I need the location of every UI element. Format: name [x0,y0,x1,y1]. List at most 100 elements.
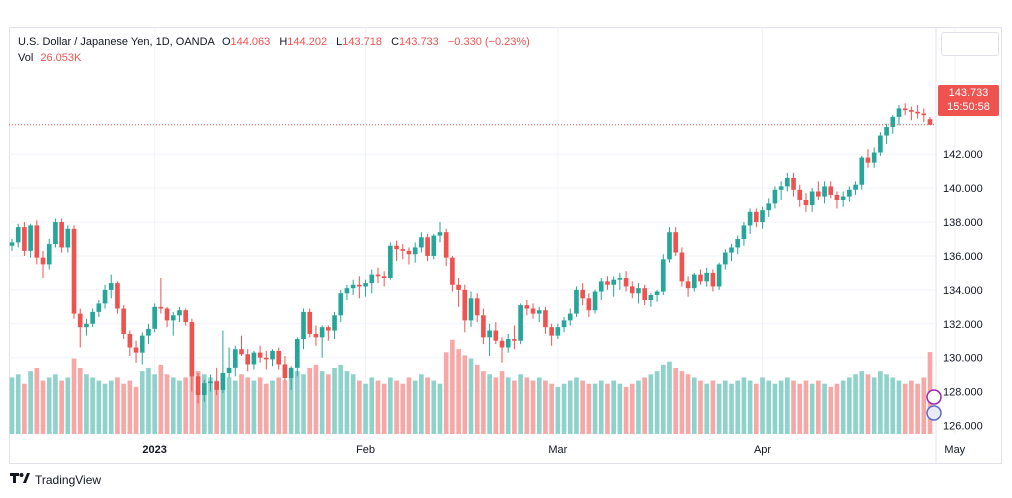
candle[interactable] [288,366,294,390]
candle[interactable] [90,308,95,328]
candle[interactable] [642,284,648,306]
candle[interactable] [660,254,666,295]
candle[interactable] [611,276,616,297]
candle[interactable] [214,367,220,395]
candle[interactable] [406,247,412,265]
candle[interactable] [462,284,468,333]
candle[interactable] [729,244,734,262]
candle[interactable] [679,247,685,287]
candle[interactable] [40,250,46,278]
candle[interactable] [152,303,157,333]
candle[interactable] [195,372,201,404]
candle[interactable] [270,349,275,367]
candle[interactable] [84,318,89,336]
candle[interactable] [629,281,635,299]
candle[interactable] [9,238,15,251]
candle[interactable] [791,172,796,197]
candle[interactable] [710,269,716,292]
candle[interactable] [797,184,803,207]
candle[interactable] [592,289,598,314]
candle[interactable] [530,303,536,319]
candle[interactable] [326,325,331,341]
candle[interactable] [189,318,195,392]
candle[interactable] [747,208,753,234]
candle[interactable] [505,333,511,353]
candle[interactable] [456,277,461,307]
candle[interactable] [822,181,827,204]
candle[interactable] [493,322,499,345]
candle[interactable] [567,308,573,326]
candle[interactable] [853,181,858,195]
candle[interactable] [22,222,27,256]
candle[interactable] [96,300,102,317]
candle[interactable] [654,289,660,302]
candle[interactable] [183,308,189,326]
candle[interactable] [375,267,381,284]
candle[interactable] [512,325,517,350]
candle[interactable] [809,188,815,212]
candle[interactable] [307,308,313,338]
candle[interactable] [419,232,424,253]
candle[interactable] [65,225,71,253]
candle[interactable] [450,255,455,292]
candlestick-chart[interactable]: 126.000 128.000 130.000 132.000 134.000 136.0… [9,27,1002,464]
candle[interactable] [201,379,207,402]
candle[interactable] [741,222,747,246]
candle[interactable] [772,186,778,209]
candle[interactable] [77,308,83,348]
candle[interactable] [232,345,238,377]
candle[interactable] [369,269,375,294]
candle[interactable] [350,279,356,295]
candle[interactable] [220,330,226,394]
candle[interactable] [474,293,480,323]
candle[interactable] [704,267,710,287]
candle[interactable] [902,103,908,116]
candle[interactable] [121,305,126,340]
candle[interactable] [71,225,77,319]
candle[interactable] [46,238,52,270]
candle[interactable] [487,323,492,356]
candle[interactable] [53,218,58,248]
candle[interactable] [127,330,133,356]
candle[interactable] [890,115,896,134]
candle[interactable] [425,233,430,262]
candle[interactable] [518,303,523,345]
candle[interactable] [735,235,741,255]
candle[interactable] [753,208,759,228]
candle[interactable] [543,306,548,334]
candle[interactable] [239,335,244,356]
candle[interactable] [871,147,877,168]
candle[interactable] [245,349,251,372]
candle[interactable] [605,276,610,290]
candle[interactable] [760,206,765,229]
candle[interactable] [859,155,865,190]
candle[interactable] [412,242,418,263]
candle[interactable] [785,172,790,192]
candle[interactable] [170,311,176,336]
candle[interactable] [524,300,530,316]
candle[interactable] [909,106,914,121]
candle[interactable] [636,283,641,304]
candle[interactable] [34,220,40,265]
candle[interactable] [400,244,406,260]
candle[interactable] [164,306,170,328]
candle[interactable] [133,340,139,363]
candle[interactable] [381,271,387,287]
candle[interactable] [667,227,672,263]
chart-settings-box[interactable] [941,32,999,56]
candle[interactable] [102,284,108,309]
candle[interactable] [15,223,21,248]
candle[interactable] [437,222,443,243]
candle[interactable] [685,276,691,297]
candle[interactable] [840,191,846,207]
candle[interactable] [115,281,120,314]
candle[interactable] [499,337,505,363]
candle[interactable] [282,355,288,382]
candle[interactable] [561,316,567,333]
candle[interactable] [834,191,840,209]
candle[interactable] [443,228,449,267]
footer-brand[interactable]: TradingView [10,472,101,487]
candle[interactable] [803,193,809,212]
candle[interactable] [778,181,784,200]
candle[interactable] [598,277,604,301]
